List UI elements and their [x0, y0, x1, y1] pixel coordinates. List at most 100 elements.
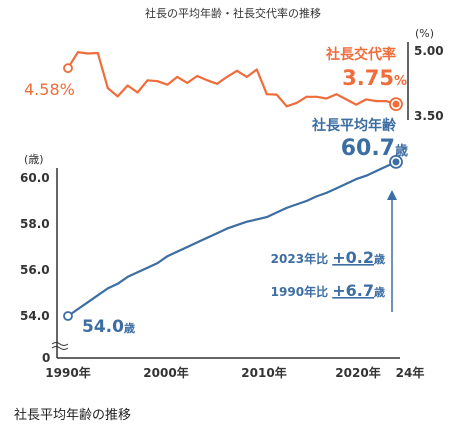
top-series-point	[265, 93, 268, 96]
bottom-series-point	[136, 271, 139, 274]
top-ytick-label: 5.00	[414, 44, 444, 58]
top-series-point	[196, 75, 199, 77]
top-series-point	[186, 81, 189, 84]
bottom-series-point	[186, 246, 189, 248]
chart-title: 社長の平均年齢・社長交代率の推移	[145, 6, 321, 20]
top-series-point	[295, 101, 298, 104]
bottom-start-marker	[63, 311, 73, 321]
top-series-point	[235, 69, 238, 72]
bottom-series-point	[176, 250, 179, 253]
bottom-series-point	[335, 187, 338, 190]
top-ytick-label: 3.50	[414, 109, 444, 123]
top-series-point	[216, 82, 219, 85]
top-end-unit: %	[394, 74, 407, 89]
annotation-value: +0.2	[332, 248, 374, 267]
bottom-series-point	[235, 224, 238, 227]
top-unit-label: (%)	[415, 27, 434, 40]
top-series-point	[106, 87, 109, 90]
top-series-point	[136, 91, 139, 94]
top-end-marker-core	[392, 100, 400, 108]
top-series-point	[96, 52, 99, 55]
top-series-point	[226, 75, 229, 78]
top-series-point	[285, 105, 288, 108]
bottom-ytick-label: 58.0	[20, 217, 50, 231]
bottom-series-point	[106, 287, 109, 290]
bottom-series-point	[76, 308, 79, 311]
top-start-marker	[63, 63, 73, 74]
bottom-ytick-label: 0	[42, 351, 50, 365]
top-series-point	[116, 95, 119, 98]
top-series-point	[245, 75, 248, 78]
top-series-point	[126, 84, 129, 87]
xtick-label: 1990年	[45, 365, 90, 380]
bottom-series-point	[255, 218, 258, 221]
bottom-series-point	[375, 170, 378, 173]
bottom-series-point	[265, 216, 268, 219]
xtick-label: 24年	[396, 365, 425, 380]
bottom-series-point	[355, 178, 358, 181]
bottom-ytick-label: 60.0	[20, 171, 50, 185]
bottom-series-point	[365, 174, 368, 177]
top-series-point	[355, 103, 358, 106]
bottom-end-marker-core	[392, 158, 400, 166]
bottom-series-point	[325, 191, 328, 194]
top-series-point	[255, 68, 258, 71]
bottom-start-value: 54.0	[82, 317, 124, 337]
top-end-value: 3.75	[342, 66, 394, 90]
top-series-point	[335, 93, 338, 96]
bottom-series-point	[345, 182, 348, 185]
bottom-series-point	[86, 301, 89, 304]
bottom-series-point	[126, 275, 129, 278]
bottom-series-point	[196, 241, 199, 244]
caption: 社長平均年齢の推移	[14, 408, 132, 423]
bottom-start-unit: 歳	[124, 321, 135, 335]
bottom-series-point	[305, 200, 308, 202]
bottom-series-point	[96, 294, 99, 297]
top-series-point	[365, 98, 368, 101]
bottom-series-point	[295, 203, 298, 206]
bottom-series-point	[275, 211, 278, 214]
top-series-point	[206, 79, 209, 82]
bottom-series-point	[285, 206, 288, 209]
top-series-point	[176, 75, 179, 78]
top-series-point	[325, 97, 328, 100]
bottom-series	[63, 154, 403, 321]
top-series-point	[166, 83, 169, 86]
xtick-label: 2000年	[143, 365, 188, 380]
bottom-ytick-label: 56.0	[20, 263, 50, 277]
top-series-point	[275, 93, 278, 96]
bottom-series-point	[156, 262, 159, 265]
top-series-line	[67, 51, 397, 108]
bottom-ytick-label: 54.0	[20, 309, 50, 323]
annotation-unit: 歳	[374, 285, 385, 299]
top-series-point	[315, 95, 318, 98]
top-series-point	[345, 98, 348, 101]
chart: 社長の平均年齢・社長交代率の推移 (%) 5.00 3.50 4.58% 社長交…	[20, 6, 444, 380]
bottom-unit-label: (歳)	[24, 153, 44, 166]
annotation-unit: 歳	[374, 252, 385, 266]
top-end-label: 3.75%	[342, 66, 407, 90]
bottom-series-point	[315, 195, 318, 198]
annotation-2023: 2023年比 +0.2歳	[271, 248, 385, 267]
top-series-point	[146, 79, 149, 82]
bottom-series-point	[206, 236, 209, 239]
bottom-series-name: 社長平均年齢	[311, 117, 397, 134]
annotation-prefix: 2023年比	[271, 251, 333, 266]
top-series-point	[156, 80, 159, 83]
bottom-series-point	[166, 255, 169, 258]
bottom-series-point	[216, 232, 219, 235]
bottom-series-line	[67, 160, 397, 317]
bottom-end-unit: 歳	[395, 143, 408, 159]
xtick-label: 2020年	[335, 365, 380, 380]
bottom-series-point	[245, 220, 248, 223]
top-series	[63, 51, 403, 112]
bottom-series-point	[385, 165, 388, 168]
bottom-end-label: 60.7歳	[341, 136, 408, 161]
axis-break-icon	[51, 342, 69, 350]
bottom-series-point	[116, 282, 119, 285]
top-series-point	[305, 95, 308, 98]
annotation-arrow-head	[387, 190, 397, 200]
top-series-point	[385, 100, 388, 103]
top-series-point	[86, 52, 89, 55]
top-series-point	[375, 100, 378, 103]
